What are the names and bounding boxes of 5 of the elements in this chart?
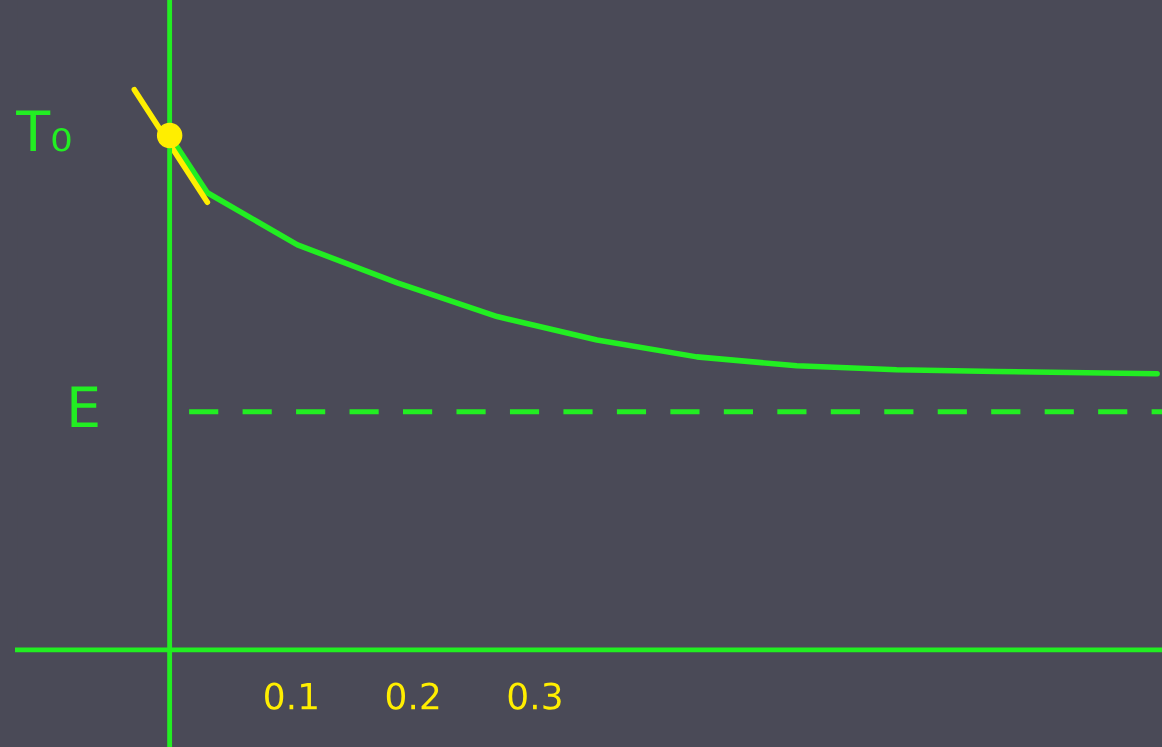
ref-line-label: E	[71, 386, 98, 428]
annotation: T₀	[16, 110, 71, 152]
x-tick-label: 0.1	[265, 682, 317, 710]
x-tick-label: 0.3	[508, 682, 561, 710]
x-tick-label: 0.2	[386, 682, 439, 710]
